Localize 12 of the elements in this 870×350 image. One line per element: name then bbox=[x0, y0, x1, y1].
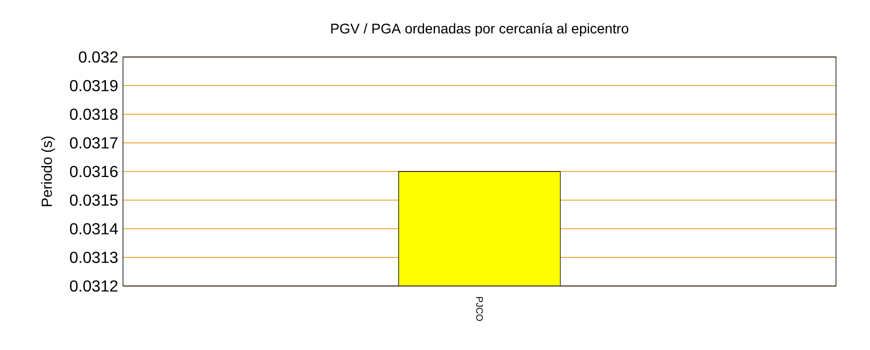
y-tick-label: 0.0312 bbox=[70, 280, 118, 292]
y-tick-label: 0.0313 bbox=[70, 252, 118, 264]
chart-title: PGV / PGA ordenadas por cercanía al epicentro bbox=[331, 23, 628, 36]
y-axis-title: Periodo (s) bbox=[41, 136, 55, 206]
y-tick-label: 0.0318 bbox=[70, 108, 118, 120]
y-tick-label: 0.0319 bbox=[70, 80, 118, 92]
y-tick-label: 0.0315 bbox=[70, 194, 118, 206]
y-tick-label: 0.032 bbox=[78, 51, 118, 63]
y-tick-label: 0.0316 bbox=[70, 166, 118, 178]
y-tick-label: 0.0314 bbox=[70, 223, 118, 234]
x-tick-label: PJCO bbox=[476, 297, 483, 321]
y-tick-label: 0.0317 bbox=[70, 137, 118, 149]
